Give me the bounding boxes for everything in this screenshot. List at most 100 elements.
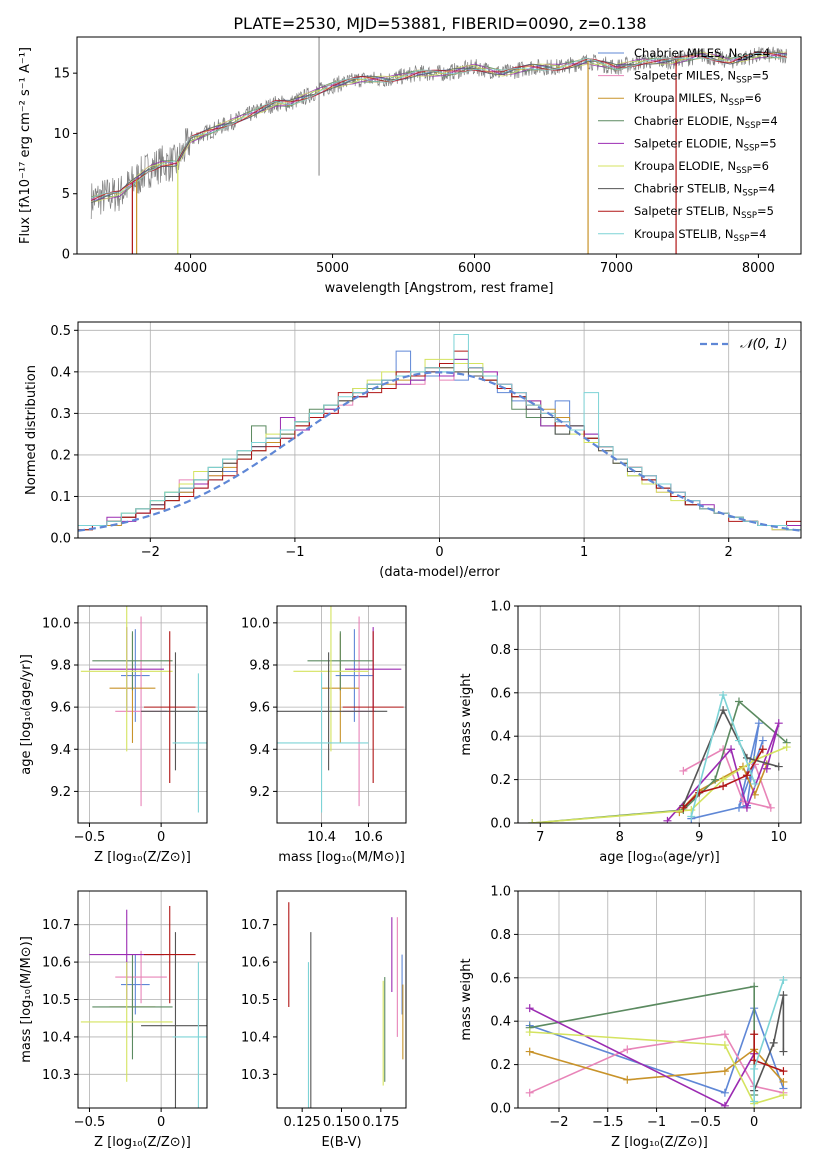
weight-marker [719, 690, 728, 699]
x-tick-label: 7 [536, 830, 544, 845]
x-tick-label: 10.6 [354, 830, 383, 845]
x-tick-label: −0.5 [690, 1115, 722, 1130]
weight-marker [711, 775, 720, 784]
mass-vs-ebv-panel: 0.125 0.150 0.175 10.3 10.4 10.5 10.6 10.7 E(B-V… [241, 890, 407, 1150]
y-axis-label: mass [log₁₀(M/M⊙)] [19, 936, 34, 1063]
mass-weight-vs-age-panel: 7 8 9 10 0.0 0.2 0.4 0.6 0.8 1.0 age [log₁₀(age/yr… [459, 600, 802, 865]
legend-label-text: Chabrier ELODIE, N [634, 114, 745, 128]
weight-marker [750, 982, 759, 991]
y-tick-label: 0.0 [490, 817, 511, 832]
legend-label-post: =4 [761, 114, 778, 128]
legend-label: Kroupa ELODIE, NSSP=6 [634, 159, 769, 176]
weight-marker [525, 1088, 534, 1097]
weight-marker [779, 1047, 788, 1056]
weight-marker [525, 1004, 534, 1013]
y-tick-label: 10.5 [241, 993, 270, 1008]
model-fit-line [91, 51, 787, 203]
weight-series-line [753, 995, 785, 1091]
axes-frame [276, 890, 407, 1109]
axes-frame [77, 321, 802, 539]
y-tick-label: 0.4 [490, 1015, 511, 1030]
y-tick-label: 0.4 [490, 730, 511, 745]
y-axis-label: mass weight [459, 958, 474, 1040]
model-fit-line [91, 51, 787, 204]
plot-area [288, 902, 404, 1108]
weight-marker [525, 1047, 534, 1056]
weight-marker [750, 1030, 759, 1039]
x-tick-label: 10 [770, 830, 787, 845]
plot-area [78, 606, 207, 823]
weight-marker [779, 991, 788, 1000]
y-tick-label: 9.8 [249, 658, 270, 673]
y-tick-label: 0.3 [50, 407, 71, 422]
x-tick-label: 8 [616, 830, 624, 845]
weight-marker [679, 766, 688, 775]
error-bar-point [277, 673, 369, 813]
x-tick-label: 10.4 [307, 830, 336, 845]
axes-frame [517, 605, 802, 824]
y-tick-label: 10.3 [42, 1068, 71, 1083]
weight-marker [769, 1038, 778, 1047]
gaussian-curve [78, 371, 801, 532]
x-axis-label: wavelength [Angstrom, rest frame] [325, 281, 554, 296]
legend-label: Salpeter MILES, NSSP=5 [634, 69, 769, 86]
weight-marker [719, 782, 728, 791]
error-bar-point [335, 629, 374, 722]
weight-series-line [529, 1031, 784, 1105]
residual-histogram-panel: −2 −1 0 1 2 0.0 0.1 0.2 0.3 0.4 0.5 (data-model)/er… [24, 321, 802, 580]
x-tick-label: 0 [157, 830, 165, 845]
weight-series-line [690, 692, 756, 817]
legend-label-post: =4 [749, 227, 766, 241]
x-tick-label: 0 [435, 545, 443, 560]
weight-marker [679, 803, 688, 812]
y-tick-label: 10 [53, 127, 70, 142]
error-bar-point [141, 652, 207, 771]
weight-marker [758, 736, 767, 745]
error-bar-point [293, 606, 369, 752]
error-bar-point [342, 631, 404, 783]
y-tick-label: 1.0 [490, 885, 511, 900]
weight-marker [720, 1041, 729, 1050]
error-bar-point [92, 954, 173, 1060]
plot-area [518, 891, 801, 1108]
x-tick-label: −2 [141, 545, 160, 560]
weight-marker [779, 1067, 788, 1076]
legend-label: Salpeter ELODIE, NSSP=5 [634, 136, 777, 153]
weight-marker [779, 1077, 788, 1086]
legend-label-text: Salpeter STELIB, N [634, 204, 741, 218]
plot-area [277, 606, 406, 823]
weight-marker [663, 816, 672, 823]
x-tick-label: −0.5 [74, 1115, 106, 1130]
x-axis-label: Z [log₁₀(Z/Z⊙)] [94, 1135, 191, 1150]
axes-frame [276, 605, 407, 824]
error-bar-point [92, 631, 173, 691]
weight-marker [774, 719, 783, 728]
legend-label-sub: SSP [734, 234, 750, 244]
error-bar-point [172, 962, 207, 1108]
x-tick-label: 1 [580, 545, 588, 560]
y-tick-label: 10.6 [241, 956, 270, 971]
weight-marker [754, 719, 763, 728]
weight-marker [774, 762, 783, 771]
legend-label-text: Chabrier STELIB, N [634, 182, 742, 196]
weight-marker [750, 1097, 759, 1106]
error-bar-point [307, 631, 374, 691]
legend-label-sub: SSP [745, 121, 761, 131]
weight-marker [762, 764, 771, 773]
chart-title: PLATE=2530, MJD=53881, FIBERID=0090, z=0… [233, 14, 646, 33]
legend-label-post: =5 [752, 69, 769, 83]
y-axis-label: age [log₁₀(age/yr)] [19, 654, 34, 775]
x-tick-label: −2 [549, 1115, 568, 1130]
error-bar-point [143, 905, 196, 1004]
legend-label: Kroupa MILES, NSSP=6 [634, 91, 761, 108]
x-tick-label: 9 [695, 830, 703, 845]
legend-label-sub: SSP [737, 53, 753, 63]
legend-label-text: Salpeter ELODIE, N [634, 136, 744, 150]
weight-marker [742, 803, 751, 812]
error-bar-point [80, 962, 173, 1082]
y-tick-label: 0.1 [50, 490, 71, 505]
y-axis-label: Flux [fλ10⁻¹⁷ erg cm⁻² s⁻¹ A⁻¹] [18, 47, 33, 244]
weight-marker [720, 1067, 729, 1076]
y-tick-label: 10.3 [241, 1068, 270, 1083]
